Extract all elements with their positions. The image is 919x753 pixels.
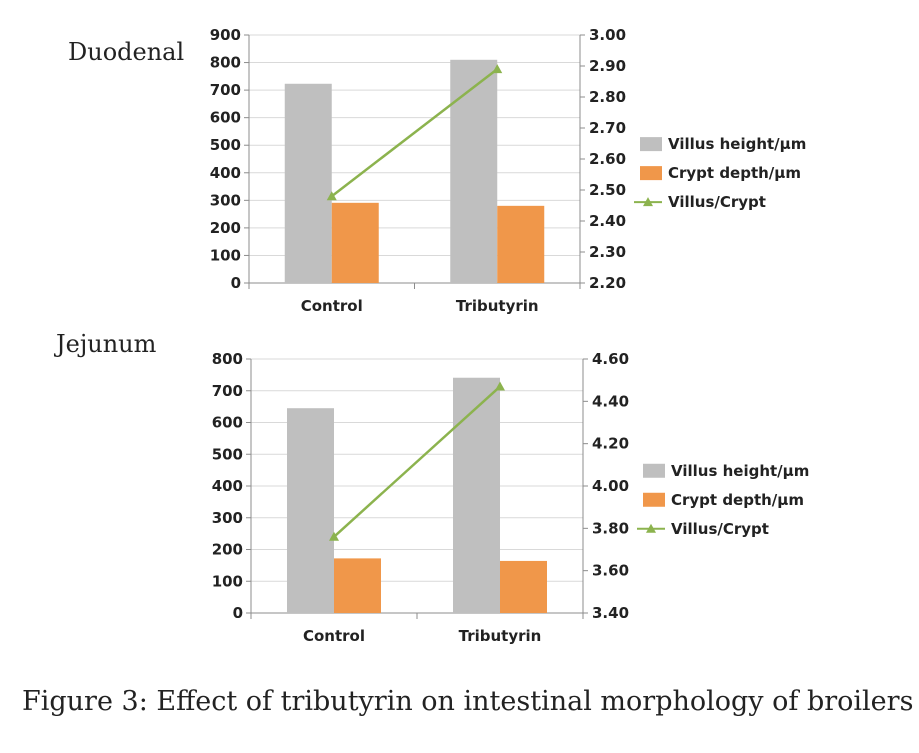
- chart-0-y-tick-label: 400: [210, 164, 241, 182]
- chart-1-bar-villus-height: [287, 408, 334, 613]
- chart-0-y2-tick-label: 2.50: [589, 181, 626, 199]
- chart-0-y-tick-label: 800: [210, 54, 241, 72]
- chart-0-y2-tick-label: 2.60: [589, 150, 626, 168]
- duodenal-chart: 0 100 200 300 400 500 600 700 800 900 2.20 2.30 2.40…: [210, 26, 807, 315]
- chart-1-legend-label: Villus/Crypt: [671, 520, 769, 538]
- chart-0-y-tick-label: 900: [210, 26, 241, 44]
- chart-0-y2-tick-label: 2.30: [589, 243, 626, 261]
- chart-0-bar-crypt-depth: [497, 205, 545, 283]
- chart-1-legend-swatch: [643, 492, 665, 507]
- chart-0-y2-tick-label: 2.80: [589, 88, 626, 106]
- chart-0-ratio-line: [330, 68, 499, 198]
- chart-0-y-tick-label: 100: [210, 246, 241, 264]
- chart-0-legend-swatch-marker: [643, 197, 653, 207]
- chart-1-y2-tick-label: 3.80: [592, 519, 629, 537]
- chart-1-x-tick-label: Tributyrin: [459, 627, 542, 645]
- chart-1-y2-tick-label: 4.00: [592, 477, 629, 495]
- chart-1-y2-tick-label: 4.40: [592, 392, 629, 410]
- chart-0-y-tick-label: 500: [210, 136, 241, 154]
- chart-0-y2-tick-label: 2.70: [589, 119, 626, 137]
- chart-0-bar-crypt-depth: [331, 202, 379, 283]
- jejunum-panel-label: Jejunum: [56, 330, 157, 358]
- chart-0-y-tick-label: 300: [210, 191, 241, 209]
- chart-1-y2-tick-label: 4.60: [592, 350, 629, 368]
- chart-0-y2-tick-label: 2.20: [589, 274, 626, 292]
- chart-0-y-tick-label: 600: [210, 109, 241, 127]
- chart-0-y-tick-label: 200: [210, 219, 241, 237]
- chart-1-ratio-point: [329, 531, 339, 541]
- chart-0-y2-tick-label: 3.00: [589, 26, 626, 44]
- chart-1-y2-tick-label: 3.60: [592, 562, 629, 580]
- chart-1-ratio-point: [495, 381, 505, 391]
- chart-1-bar-crypt-depth: [334, 558, 381, 613]
- jejunum-chart: 0 100 200 300 400 500 600 700 800 3.40 3.60 3.80 4.0…: [212, 350, 810, 645]
- chart-0-legend-swatch: [640, 166, 662, 181]
- chart-1-bar-villus-height: [453, 377, 500, 613]
- chart-0-y2-tick-label: 2.40: [589, 212, 626, 230]
- chart-1-y-tick-label: 400: [212, 477, 243, 495]
- chart-0-legend-swatch: [640, 137, 662, 152]
- chart-1-legend-swatch-marker: [646, 523, 656, 533]
- chart-0-y-tick-label: 0: [231, 274, 241, 292]
- chart-1-y-tick-label: 600: [212, 414, 243, 432]
- chart-1-y2-tick-label: 4.20: [592, 435, 629, 453]
- chart-1-legend-label: Crypt depth/µm: [671, 491, 804, 509]
- chart-0-y2-tick-label: 2.90: [589, 57, 626, 75]
- chart-0-bar-villus-height: [450, 59, 498, 283]
- chart-1-y-tick-label: 0: [233, 604, 243, 622]
- chart-1-legend-swatch: [643, 463, 665, 478]
- chart-1-y-tick-label: 700: [212, 382, 243, 400]
- chart-0-ratio-point: [326, 191, 337, 201]
- chart-0-legend-label: Villus height/µm: [668, 135, 806, 153]
- chart-0-x-tick-label: Tributyrin: [456, 297, 539, 315]
- chart-0-y-tick-label: 700: [210, 81, 241, 99]
- chart-1-y-tick-label: 300: [212, 509, 243, 527]
- chart-0-legend-label: Crypt depth/µm: [668, 164, 801, 182]
- chart-1-y-tick-label: 500: [212, 445, 243, 463]
- chart-0-bar-villus-height: [284, 83, 332, 283]
- chart-0-legend-label: Villus/Crypt: [668, 193, 766, 211]
- chart-1-y-tick-label: 200: [212, 541, 243, 559]
- chart-1-ratio-line: [333, 385, 501, 538]
- chart-0-x-tick-label: Control: [301, 297, 363, 315]
- chart-0-ratio-point: [492, 64, 503, 74]
- chart-1-legend-label: Villus height/µm: [671, 462, 809, 480]
- chart-1-x-tick-label: Control: [303, 627, 365, 645]
- chart-1-bar-crypt-depth: [500, 560, 547, 613]
- chart-1-y-tick-label: 800: [212, 350, 243, 368]
- chart-1-y-tick-label: 100: [212, 572, 243, 590]
- figure-caption: Figure 3: Effect of tributyrin on intest…: [22, 686, 914, 717]
- chart-1-y2-tick-label: 3.40: [592, 604, 629, 622]
- duodenal-panel-label: Duodenal: [68, 38, 185, 66]
